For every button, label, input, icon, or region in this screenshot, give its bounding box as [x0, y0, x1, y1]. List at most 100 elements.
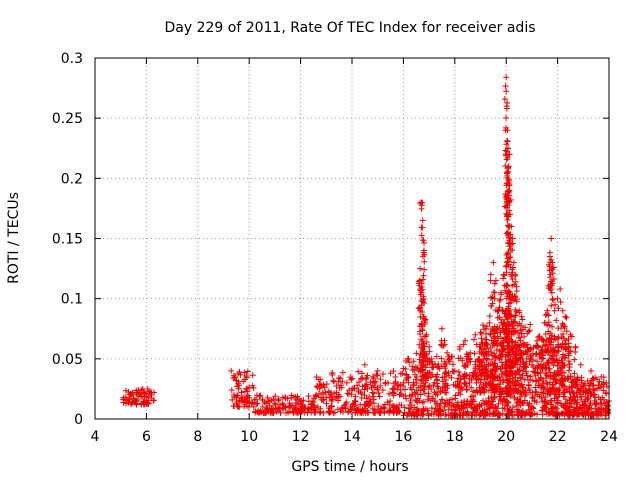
data-point	[295, 401, 302, 408]
data-point	[517, 382, 524, 389]
data-point	[488, 349, 495, 356]
data-point	[138, 387, 145, 394]
data-point	[551, 370, 558, 377]
data-point	[545, 348, 552, 355]
data-point	[548, 289, 555, 296]
data-point	[513, 357, 520, 364]
data-point	[529, 394, 536, 401]
data-point	[501, 96, 508, 103]
data-point	[536, 333, 543, 340]
data-point	[481, 372, 488, 379]
data-point	[558, 344, 565, 351]
data-point	[567, 374, 574, 381]
data-point	[569, 388, 576, 395]
data-point	[481, 407, 488, 414]
data-point	[422, 373, 429, 380]
data-point	[246, 394, 253, 401]
data-point	[485, 387, 492, 394]
data-point	[463, 386, 470, 393]
x-tick-label: 16	[394, 429, 412, 445]
data-point	[317, 376, 324, 383]
data-point	[403, 395, 410, 402]
data-point	[482, 325, 489, 332]
data-point	[516, 367, 523, 374]
data-point	[229, 396, 236, 403]
data-point	[516, 355, 523, 362]
data-point	[501, 320, 508, 327]
data-point	[467, 398, 474, 405]
data-point	[517, 350, 524, 357]
data-point	[551, 349, 558, 356]
data-point	[390, 368, 397, 375]
data-point	[394, 409, 401, 416]
data-point	[377, 376, 384, 383]
data-point	[538, 375, 545, 382]
data-point	[477, 329, 484, 336]
data-point	[441, 389, 448, 396]
data-point	[365, 409, 372, 416]
data-point	[462, 401, 469, 408]
data-point	[505, 198, 512, 205]
data-point	[496, 297, 503, 304]
data-point	[517, 337, 524, 344]
data-point	[310, 398, 317, 405]
data-point	[438, 363, 445, 370]
data-point	[401, 404, 408, 411]
data-point	[587, 400, 594, 407]
data-point	[277, 409, 284, 416]
data-point	[410, 358, 417, 365]
data-point	[503, 105, 510, 112]
data-point	[434, 376, 441, 383]
data-point	[274, 406, 281, 413]
data-point	[477, 379, 484, 386]
data-point	[462, 361, 469, 368]
data-point	[529, 411, 536, 418]
data-point	[516, 309, 523, 316]
data-point	[328, 397, 335, 404]
data-point	[489, 389, 496, 396]
data-point	[506, 311, 513, 318]
data-point	[543, 404, 550, 411]
data-point	[551, 395, 558, 402]
data-point	[529, 395, 536, 402]
data-point	[497, 296, 504, 303]
data-point	[561, 369, 568, 376]
data-point	[463, 411, 470, 418]
data-point	[442, 401, 449, 408]
data-point	[512, 306, 519, 313]
data-point	[468, 384, 475, 391]
data-point	[483, 345, 490, 352]
data-point	[531, 398, 538, 405]
data-point	[448, 396, 455, 403]
data-point	[549, 296, 556, 303]
data-point	[522, 324, 529, 331]
data-point	[251, 396, 258, 403]
data-point	[422, 333, 429, 340]
data-point	[509, 404, 516, 411]
data-point	[549, 259, 556, 266]
data-point	[140, 398, 147, 405]
data-point	[504, 174, 511, 181]
data-point	[513, 400, 520, 407]
data-point	[504, 127, 511, 134]
data-point	[532, 388, 539, 395]
data-point	[585, 395, 592, 402]
data-point	[496, 374, 503, 381]
data-point	[506, 199, 513, 206]
data-point	[264, 406, 271, 413]
data-point	[337, 408, 344, 415]
data-point	[490, 289, 497, 296]
data-point	[511, 394, 518, 401]
data-point	[516, 371, 523, 378]
data-point	[506, 181, 513, 188]
data-point	[526, 346, 533, 353]
data-point	[421, 315, 428, 322]
data-point	[505, 249, 512, 256]
data-point	[390, 404, 397, 411]
data-point	[367, 400, 374, 407]
data-point	[321, 384, 328, 391]
data-point	[512, 339, 519, 346]
data-point	[520, 367, 527, 374]
y-tick-label: 0.3	[61, 51, 83, 67]
data-point	[502, 203, 509, 210]
